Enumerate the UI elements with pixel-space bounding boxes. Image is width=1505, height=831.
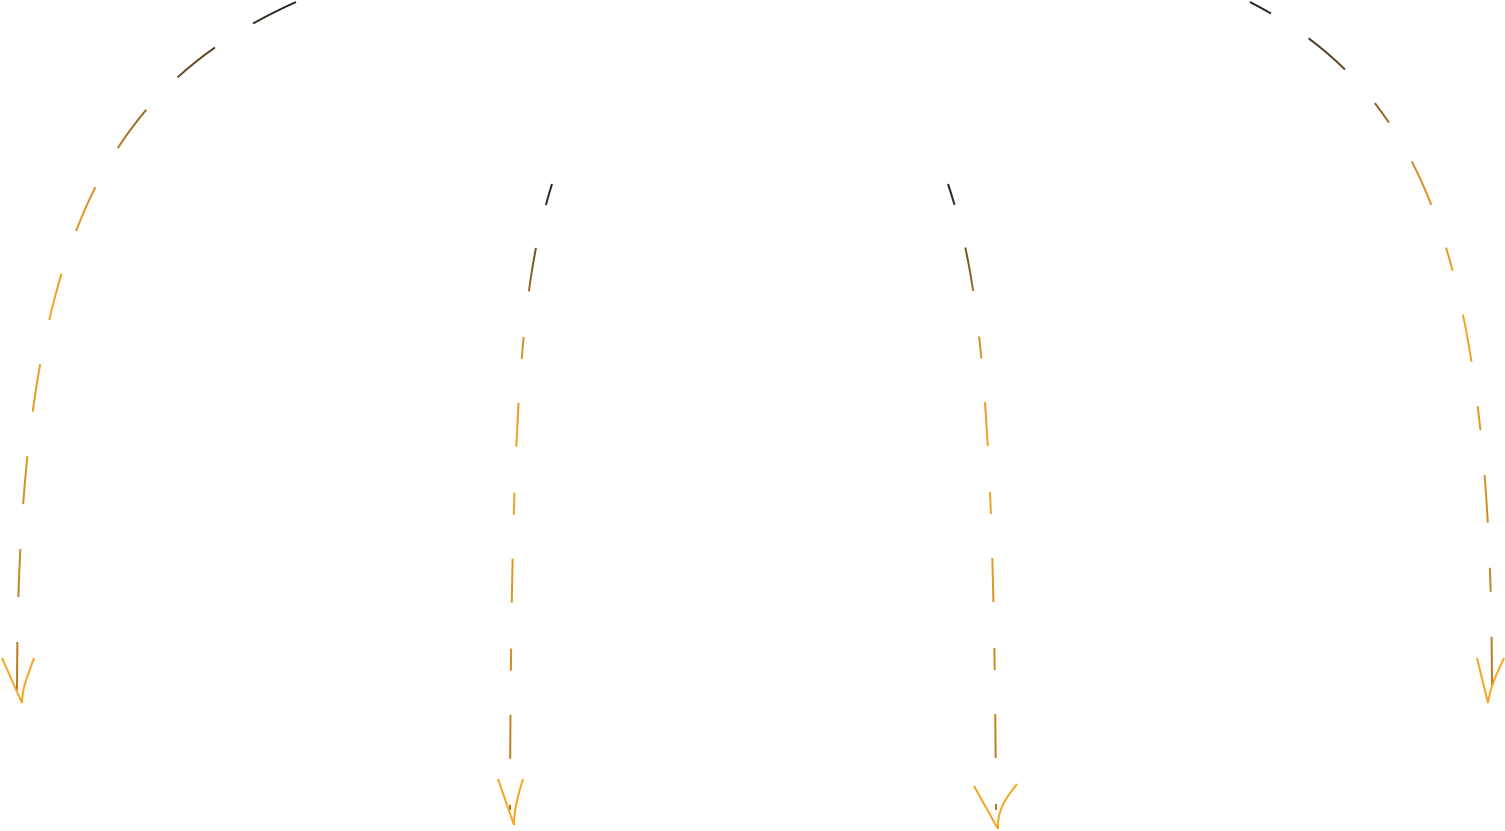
arrowhead-icon [497, 778, 524, 826]
arrow-outer-left [1, 1, 297, 704]
arrow-inner-left-line [509, 183, 553, 811]
arrowhead-icon [1, 657, 35, 704]
arrowhead-icon [1476, 657, 1505, 704]
arrow-outer-right [1249, 1, 1505, 704]
arrow-inner-right [947, 183, 1018, 830]
arrow-inner-right-line [947, 183, 997, 811]
arrowhead-icon [973, 783, 1018, 830]
arrow-outer-right-line [1249, 1, 1493, 691]
arrow-outer-left-line [16, 1, 297, 691]
arrow-inner-left [497, 183, 553, 826]
